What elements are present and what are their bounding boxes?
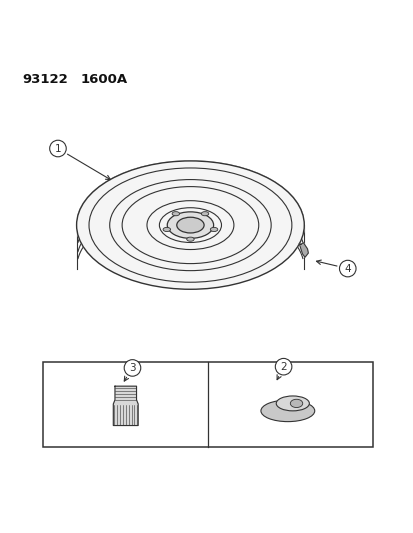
Ellipse shape — [260, 400, 314, 422]
Ellipse shape — [210, 228, 217, 231]
Text: 93122: 93122 — [23, 72, 69, 86]
Polygon shape — [299, 243, 308, 257]
Polygon shape — [113, 386, 138, 425]
Text: 1: 1 — [55, 143, 61, 154]
Ellipse shape — [275, 396, 309, 411]
Text: 4: 4 — [344, 264, 350, 273]
Text: 1600A: 1600A — [81, 72, 128, 86]
Ellipse shape — [172, 212, 179, 216]
Circle shape — [275, 358, 291, 375]
Ellipse shape — [176, 217, 204, 233]
Polygon shape — [76, 161, 304, 289]
Ellipse shape — [290, 399, 302, 408]
Bar — [43, 362, 372, 447]
Ellipse shape — [201, 212, 208, 216]
Ellipse shape — [186, 237, 194, 241]
Circle shape — [50, 140, 66, 157]
Ellipse shape — [163, 228, 170, 231]
Text: 3: 3 — [129, 363, 135, 373]
Ellipse shape — [167, 212, 213, 238]
Circle shape — [124, 360, 140, 376]
Text: 2: 2 — [280, 362, 286, 372]
Circle shape — [339, 260, 355, 277]
